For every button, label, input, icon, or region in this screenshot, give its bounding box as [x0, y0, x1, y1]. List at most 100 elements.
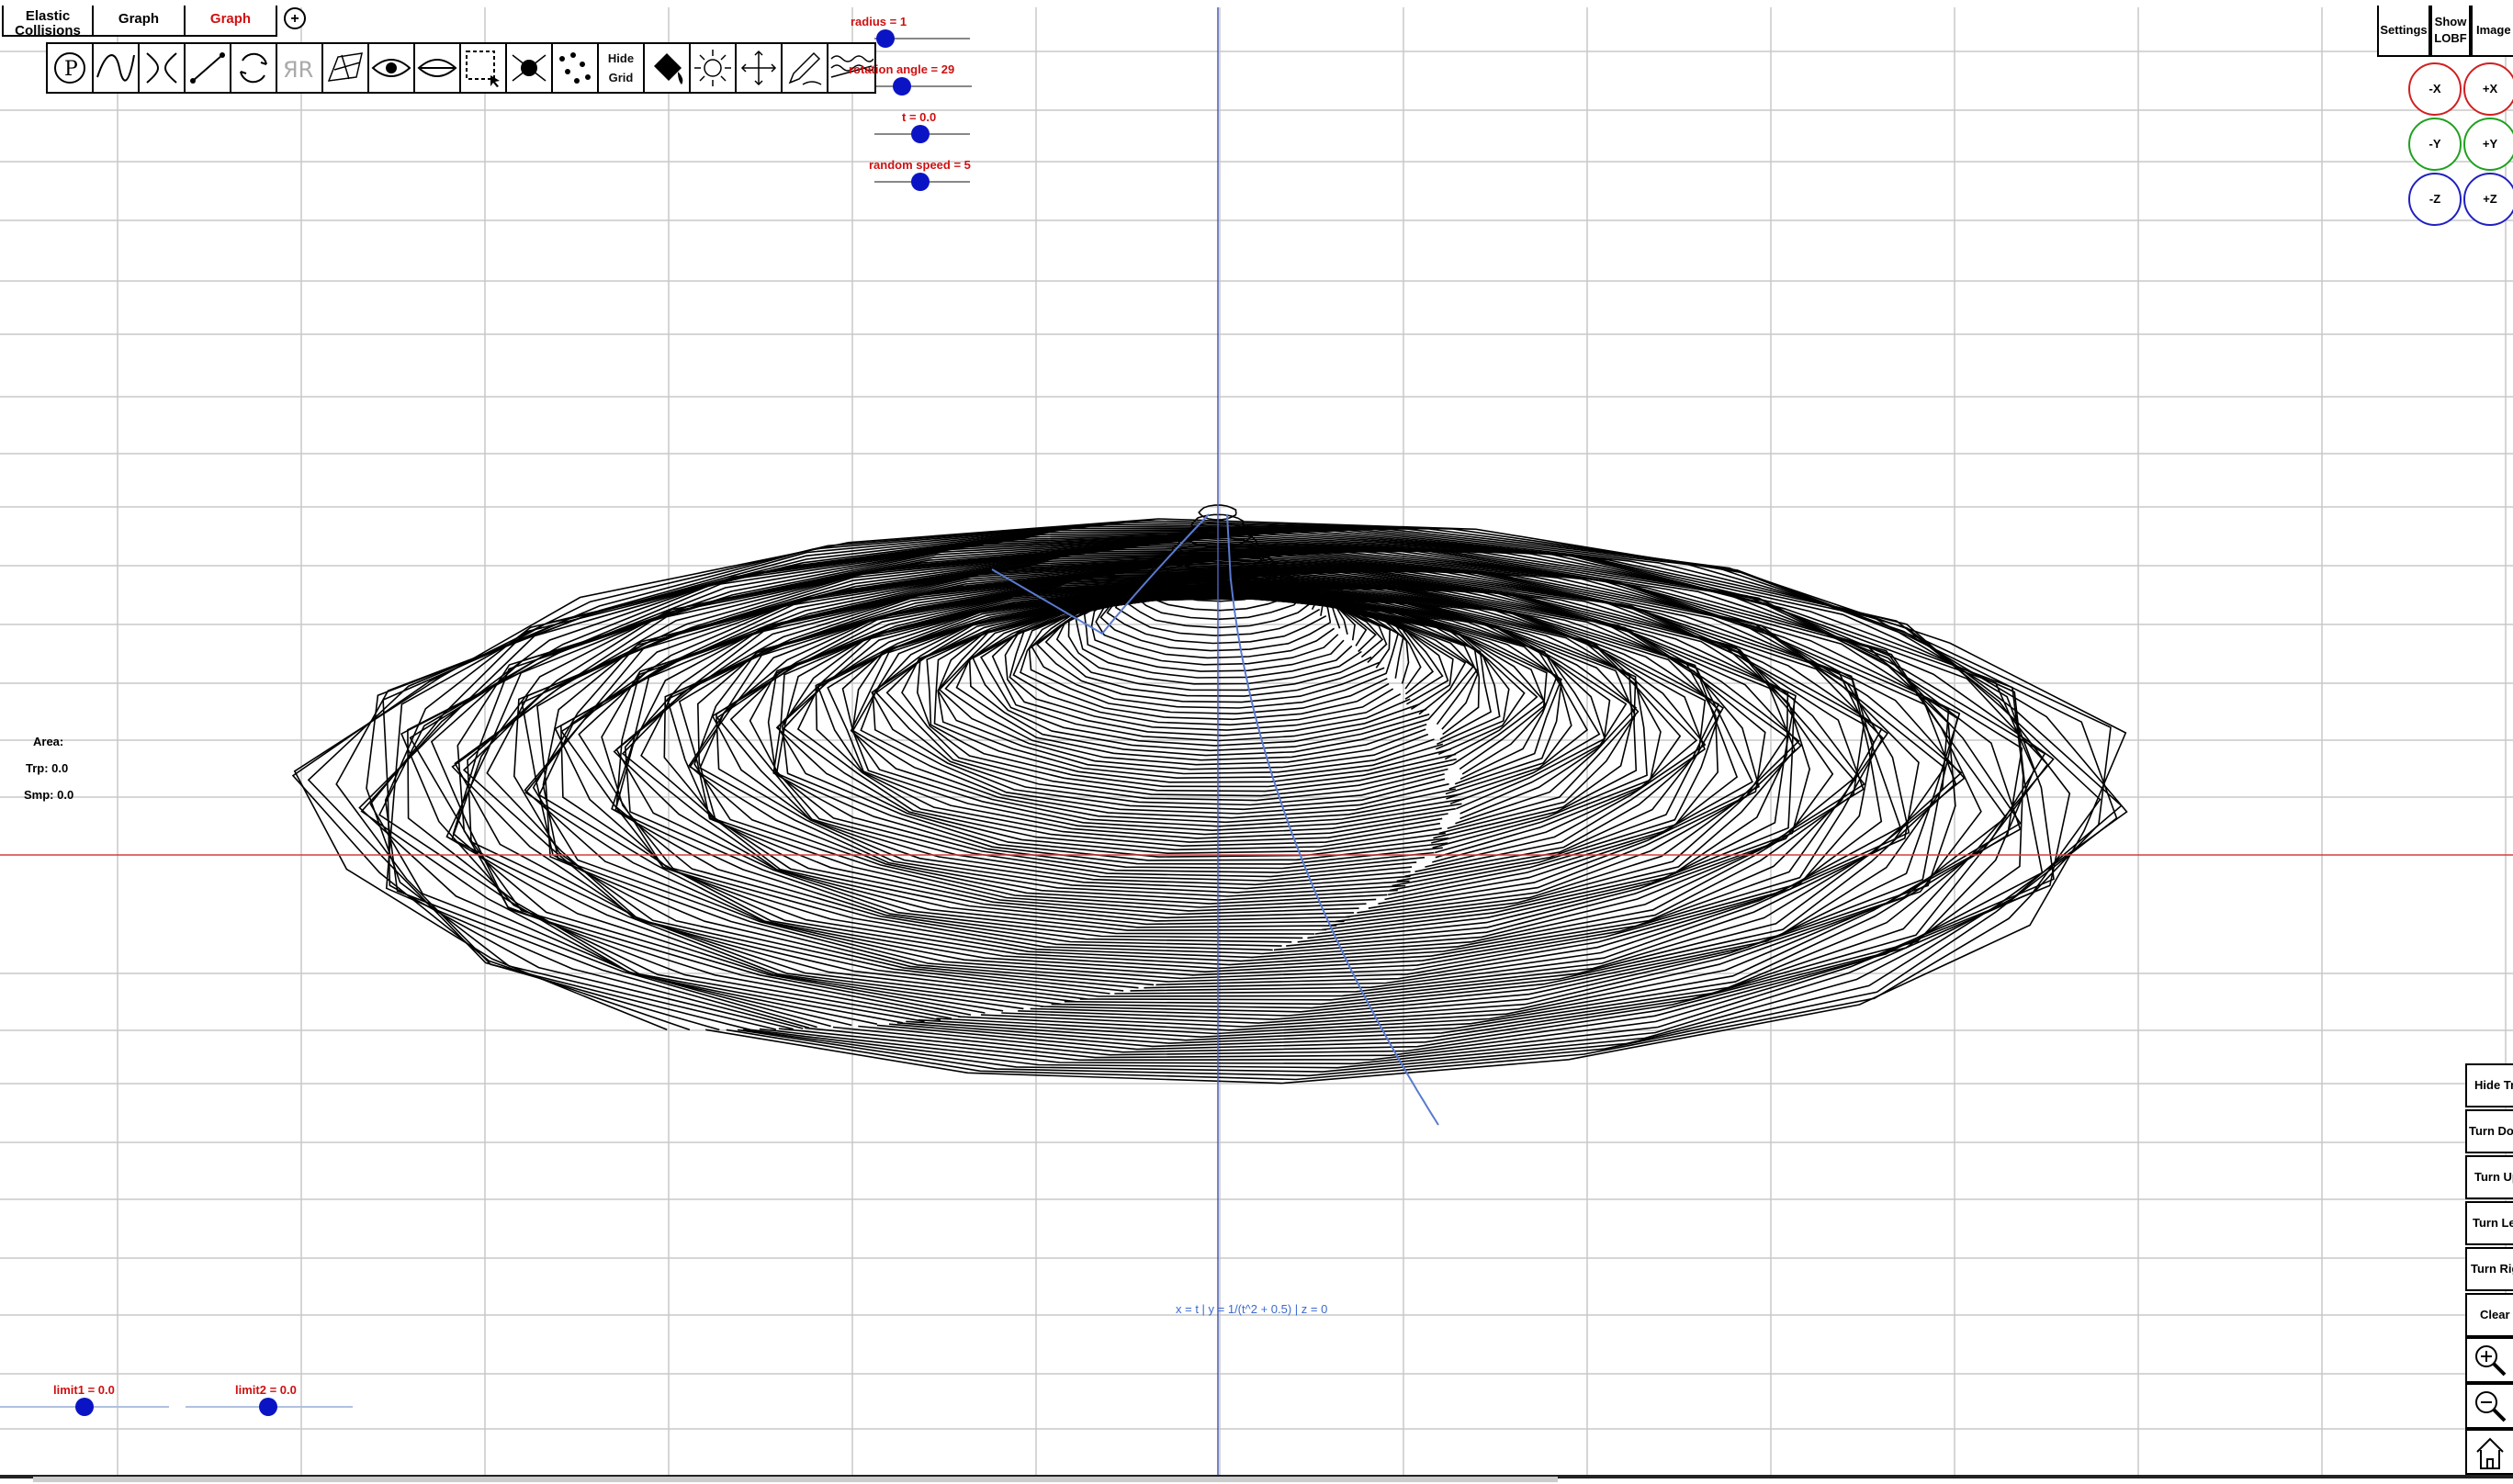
parametric-icon[interactable]: P: [48, 44, 94, 92]
hide-grid-button[interactable]: Hide Grid: [599, 44, 645, 92]
eye-open-icon[interactable]: [369, 44, 415, 92]
show-lobf-button[interactable]: Show LOBF: [2430, 6, 2471, 57]
surface-icon[interactable]: [323, 44, 369, 92]
clear-button[interactable]: Clear: [2465, 1293, 2513, 1337]
line-segment-icon[interactable]: [186, 44, 231, 92]
hide-grid-label: Hide: [607, 51, 635, 65]
trace-ring: [307, 521, 2118, 1077]
tab-label: Graph: [118, 11, 160, 27]
select-box-icon[interactable]: [461, 44, 507, 92]
hide-trace-button[interactable]: Hide Trace: [2465, 1063, 2513, 1107]
slider-knob[interactable]: [876, 29, 895, 48]
radius-slider[interactable]: radius = 1: [851, 15, 970, 51]
trace-ring: [689, 578, 1719, 905]
trace-ring: [827, 591, 1611, 839]
trace-ring: [933, 598, 1510, 783]
slider-label: limit1 = 0.0: [53, 1383, 115, 1397]
tab-elastic-collisions[interactable]: Elastic Collisions: [2, 6, 94, 39]
limit1-slider[interactable]: limit1 = 0.0: [0, 1383, 169, 1420]
generating-curve: [991, 513, 1439, 1126]
trace-ring: [944, 597, 1479, 766]
trapezoid-area: Trp: 0.0: [26, 761, 69, 775]
tab-graph-1[interactable]: Graph: [92, 6, 186, 37]
slider-label: t = 0.0: [902, 110, 937, 124]
turn-down-button[interactable]: Turn Down: [2465, 1109, 2513, 1153]
trace-ring: [767, 585, 1698, 878]
tab-graph-2[interactable]: Graph: [184, 6, 277, 37]
zoom-out-icon[interactable]: [2465, 1383, 2513, 1429]
trace-ring: [385, 529, 2071, 1062]
area-title: Area:: [33, 735, 64, 748]
toolbar: P ЯR Hide Grid: [46, 42, 876, 94]
trace-ring: [688, 577, 1739, 908]
rotate-icon[interactable]: [231, 44, 277, 92]
zoom-in-icon[interactable]: [2465, 1337, 2513, 1383]
trace-ring: [817, 590, 1628, 843]
trace-ring: [291, 520, 2112, 1081]
trace-ring: [955, 596, 1478, 761]
point-drop-icon[interactable]: [507, 44, 553, 92]
slider-label: limit2 = 0.0: [235, 1383, 297, 1397]
hide-grid-label: Grid: [608, 71, 634, 84]
slider-knob[interactable]: [75, 1398, 94, 1416]
reflect-icon[interactable]: ЯR: [277, 44, 323, 92]
curve-icon[interactable]: [94, 44, 140, 92]
view-neg-y-button[interactable]: -Y: [2408, 118, 2462, 171]
svg-text:P: P: [64, 58, 78, 81]
turn-up-button[interactable]: Turn Up: [2465, 1155, 2513, 1199]
turn-right-button[interactable]: Turn Right: [2465, 1247, 2513, 1291]
intersection-icon[interactable]: [140, 44, 186, 92]
trace-ring: [293, 518, 2127, 1085]
t-slider[interactable]: t = 0.0: [874, 110, 970, 147]
slider-knob[interactable]: [893, 77, 911, 96]
scatter-icon[interactable]: [553, 44, 599, 92]
rotation-angle-slider[interactable]: rotation angle = 29: [849, 62, 972, 99]
view-pos-z-button[interactable]: +Z: [2463, 173, 2513, 226]
image-button[interactable]: Image: [2471, 6, 2513, 57]
view-pos-x-button[interactable]: +X: [2463, 62, 2513, 116]
trace-ring: [615, 569, 1797, 939]
slider-knob[interactable]: [259, 1398, 277, 1416]
trace-ring: [772, 586, 1682, 873]
scrollbar-thumb[interactable]: [33, 1477, 1558, 1482]
horizontal-scrollbar[interactable]: [0, 1475, 2513, 1484]
slider-track: [876, 85, 972, 87]
limit2-slider[interactable]: limit2 = 0.0: [186, 1383, 353, 1420]
paint-bucket-icon[interactable]: [645, 44, 691, 92]
wave-icon[interactable]: [828, 44, 874, 92]
add-tab-button[interactable]: +: [284, 7, 306, 29]
slider-knob[interactable]: [911, 173, 930, 191]
simpson-area: Smp: 0.0: [24, 788, 74, 802]
pen-icon[interactable]: [783, 44, 828, 92]
tab-label: Elastic Collisions: [15, 8, 81, 39]
slider-label: radius = 1: [851, 15, 907, 28]
tab-label: Graph: [209, 11, 252, 27]
trace-ring: [841, 591, 1606, 836]
trace-ring: [696, 575, 1760, 916]
view-pos-y-button[interactable]: +Y: [2463, 118, 2513, 171]
grid-lines: [0, 7, 2513, 1475]
view-neg-x-button[interactable]: -X: [2408, 62, 2462, 116]
sun-icon[interactable]: [691, 44, 737, 92]
trace-ring: [409, 535, 2023, 1039]
parametric-formula: x = t | y = 1/(t^2 + 0.5) | z = 0: [1176, 1302, 1328, 1316]
trace-ring: [815, 590, 1638, 848]
view-neg-z-button[interactable]: -Z: [2408, 173, 2462, 226]
trace-ring: [874, 595, 1548, 806]
slider-label: random speed = 5: [869, 158, 971, 172]
turn-left-button[interactable]: Turn Left: [2465, 1201, 2513, 1245]
slider-knob[interactable]: [911, 125, 930, 143]
settings-button[interactable]: Settings: [2377, 6, 2430, 57]
random-speed-slider[interactable]: random speed = 5: [869, 158, 974, 195]
home-icon[interactable]: [2465, 1429, 2513, 1475]
svg-text:ЯR: ЯR: [283, 57, 313, 83]
eye-closed-icon[interactable]: [415, 44, 461, 92]
surface-of-revolution: [291, 504, 2128, 1085]
top-right-controls: Settings Show LOBF Image: [2377, 6, 2513, 57]
trace-ring: [885, 596, 1547, 802]
slider-track: [874, 38, 970, 39]
move-icon[interactable]: [737, 44, 783, 92]
trace-ring: [430, 536, 2022, 1035]
trace-ring: [968, 596, 1475, 757]
